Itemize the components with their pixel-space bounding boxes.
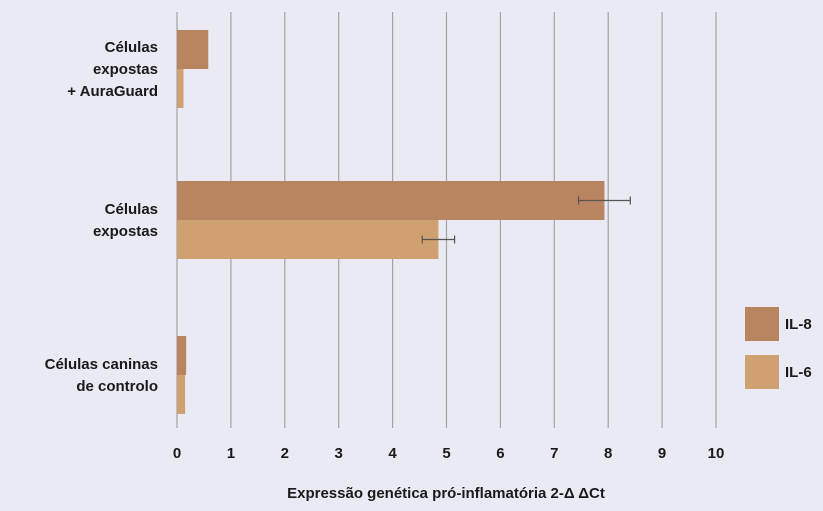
category-label: de controlo [76, 378, 158, 395]
bar-il-8 [177, 30, 209, 69]
category-label: expostas [93, 61, 158, 78]
error-bars [421, 196, 631, 244]
x-tick-label: 6 [496, 445, 504, 462]
x-tick-label: 10 [708, 445, 725, 462]
category-label: Células [105, 201, 158, 218]
x-tick-label: 4 [388, 445, 397, 462]
x-tick-label: 5 [442, 445, 450, 462]
bar-il-6 [177, 69, 184, 108]
x-tick-label: 0 [173, 445, 181, 462]
bar-il-6 [177, 375, 186, 414]
category-labels: Células expostas + AuraGuard Células exposta… [45, 39, 158, 395]
bar-il-8 [177, 336, 187, 375]
category-label: expostas [93, 223, 158, 240]
x-tick-labels: 0 1 2 3 4 5 6 7 8 9 10 [173, 445, 725, 462]
legend-swatch-il-6 [745, 355, 779, 389]
category-label: + AuraGuard [67, 83, 158, 100]
legend-label: IL-8 [785, 316, 812, 333]
bar-il-6 [177, 220, 439, 259]
x-tick-label: 2 [281, 445, 289, 462]
bars [177, 30, 605, 414]
legend-swatch-il-8 [745, 307, 779, 341]
x-axis-title: Expressão genética pró-inflamatória 2-Δ … [287, 485, 605, 502]
category-label: Células [105, 39, 158, 56]
x-tick-label: 1 [227, 445, 235, 462]
category-label: Células caninas [45, 356, 158, 373]
legend-label: IL-6 [785, 364, 812, 381]
bar-il-8 [177, 181, 605, 220]
x-tick-label: 8 [604, 445, 612, 462]
x-tick-label: 9 [658, 445, 666, 462]
x-tick-label: 7 [550, 445, 558, 462]
x-tick-label: 3 [335, 445, 343, 462]
legend: IL-8 IL-6 [745, 307, 812, 389]
